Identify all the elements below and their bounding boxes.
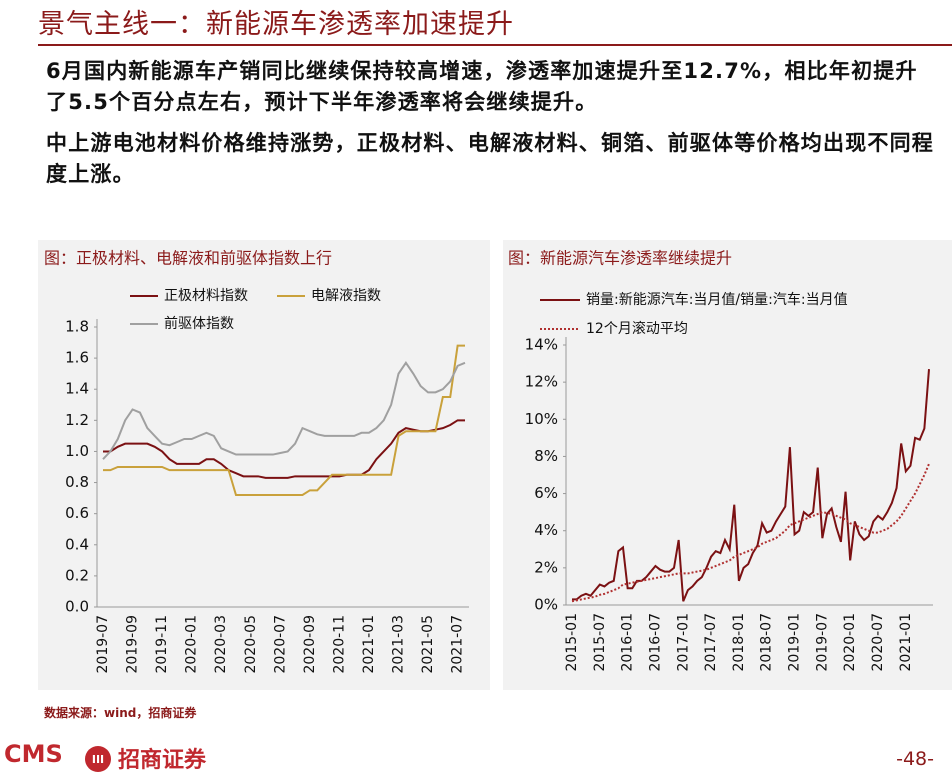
x-tick-label: 2020-01	[184, 615, 200, 674]
x-tick-label: 2019-11	[154, 615, 170, 674]
x-tick-label: 2020-11	[331, 615, 347, 674]
x-tick-label: 2015-07	[592, 613, 608, 672]
y-tick-label: 12%	[525, 373, 558, 391]
series-line	[103, 344, 465, 496]
x-tick-label: 2016-01	[620, 613, 636, 672]
x-tick-label: 2021-01	[898, 613, 914, 672]
page-number: -48-	[896, 748, 934, 770]
x-tick-label: 2019-07	[95, 615, 111, 674]
y-tick-label: 0.0	[65, 598, 89, 616]
x-tick-label: 2021-01	[361, 615, 377, 674]
legend-label: 正极材料指数	[164, 288, 248, 304]
y-tick-label: 0%	[534, 596, 558, 614]
x-tick-label: 2020-07	[272, 615, 288, 674]
series-line	[572, 369, 930, 602]
legend-label: 电解液指数	[311, 288, 381, 304]
slide-title: 景气主线一：新能源车渗透率加速提升	[38, 9, 514, 40]
x-tick-label: 2019-07	[814, 613, 830, 672]
y-tick-label: 4%	[534, 521, 558, 539]
logo-icon	[85, 746, 111, 772]
chart-title: 图：新能源汽车渗透率继续提升	[508, 249, 732, 268]
x-tick-label: 2020-03	[213, 615, 229, 674]
y-tick-label: 2%	[534, 558, 558, 576]
y-tick-label: 1.6	[65, 349, 89, 367]
paragraph: 6月国内新能源车产销同比继续保持较高增速，渗透率加速提升至12.7%，相比年初提…	[46, 59, 918, 114]
y-tick-label: 1.8	[65, 318, 89, 336]
x-tick-label: 2015-01	[564, 613, 580, 672]
legend-label: 前驱体指数	[164, 315, 234, 332]
series-line	[103, 419, 465, 479]
x-tick-label: 2019-01	[787, 613, 803, 672]
x-tick-label: 2020-01	[842, 613, 858, 672]
y-tick-label: 0.6	[65, 504, 89, 522]
y-tick-label: 1.4	[65, 380, 89, 398]
x-tick-label: 2020-07	[870, 613, 886, 672]
legend-label: 销量:新能源汽车:当月值/销量:汽车:当月值	[586, 291, 848, 308]
x-tick-label: 2021-05	[420, 615, 436, 674]
x-tick-label: 2017-01	[675, 613, 691, 672]
y-tick-label: 8%	[534, 447, 558, 465]
source-note: 数据来源：wind，招商证券	[44, 706, 197, 720]
x-tick-label: 2019-09	[125, 615, 141, 674]
x-tick-label: 2020-05	[243, 615, 259, 674]
y-tick-label: 6%	[534, 484, 558, 502]
x-tick-label: 2017-07	[703, 613, 719, 672]
logo-icon-mark: III	[92, 753, 104, 766]
y-tick-label: 14%	[525, 336, 558, 354]
y-tick-label: 10%	[525, 410, 558, 428]
y-tick-label: 1.2	[65, 411, 89, 429]
x-tick-label: 2020-09	[302, 615, 318, 674]
x-tick-label: 2018-01	[731, 613, 747, 672]
paragraph: 中上游电池材料价格维持涨势，正极材料、电解液材料、铜箔、前驱体等价格均出现不同程…	[46, 131, 934, 186]
y-tick-label: 0.2	[65, 566, 89, 584]
x-tick-label: 2021-03	[391, 615, 407, 674]
y-tick-label: 0.8	[65, 473, 89, 491]
chart-panel	[503, 240, 952, 690]
y-tick-label: 1.0	[65, 442, 89, 460]
series-line	[102, 360, 466, 460]
logo-text: 招商证券	[118, 747, 207, 773]
x-tick-label: 2021-07	[450, 615, 466, 674]
chart-panel	[38, 240, 490, 690]
logo-text: CMS	[4, 740, 63, 768]
title-rule	[38, 44, 952, 46]
series-line	[571, 463, 930, 603]
x-tick-label: 2016-07	[647, 613, 663, 672]
y-tick-label: 0.4	[65, 535, 89, 553]
x-tick-label: 2018-07	[759, 613, 775, 672]
chart-title: 图：正极材料、电解液和前驱体指数上行	[44, 249, 332, 268]
legend-label: 12个月滚动平均	[586, 320, 688, 337]
